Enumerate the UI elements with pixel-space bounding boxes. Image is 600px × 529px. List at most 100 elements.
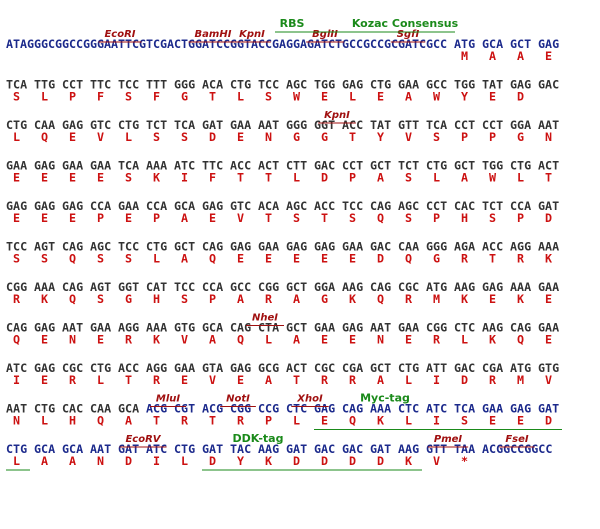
- amino-acid: T: [209, 90, 216, 104]
- codon: GGT: [314, 118, 335, 132]
- amino-acid: E: [97, 171, 104, 185]
- amino-acid: V: [405, 130, 412, 144]
- amino-acid: A: [377, 171, 384, 185]
- codon: GAA: [398, 321, 419, 335]
- amino-acid: E: [405, 333, 412, 347]
- codon: AAT: [6, 402, 27, 416]
- codon: CGA: [342, 361, 363, 375]
- codon: CCT: [482, 118, 503, 132]
- codon: GCT: [286, 321, 307, 335]
- codon: GAA: [538, 280, 559, 294]
- codon: GGA: [314, 280, 335, 294]
- codon: GAA: [398, 78, 419, 92]
- amino-acid: T: [489, 252, 496, 266]
- codon: CAC: [454, 199, 475, 213]
- codon: GAA: [90, 321, 111, 335]
- codon: ACG: [146, 402, 167, 416]
- amino-acid: D: [377, 454, 384, 468]
- codon: CCA: [90, 199, 111, 213]
- codon: GAA: [90, 159, 111, 173]
- codon: TGG: [482, 159, 503, 173]
- amino-acid: E: [489, 90, 496, 104]
- amino-acid: D: [209, 454, 216, 468]
- amino-acid: E: [69, 211, 76, 225]
- amino-acid: I: [153, 454, 160, 468]
- amino-acid: S: [41, 252, 48, 266]
- amino-acid: E: [321, 333, 328, 347]
- amino-acid: S: [433, 130, 440, 144]
- amino-acid: S: [265, 90, 272, 104]
- amino-acid: R: [321, 373, 329, 387]
- amino-acid: T: [153, 414, 160, 428]
- amino-acid: R: [461, 252, 469, 266]
- codon: ACC: [314, 199, 335, 213]
- amino-acid: D: [377, 252, 384, 266]
- amino-acid: S: [97, 252, 104, 266]
- codon: TCA: [174, 118, 195, 132]
- amino-acid: V: [209, 373, 216, 387]
- codon: ACC: [230, 159, 251, 173]
- amino-acid: E: [41, 211, 48, 225]
- codon: ACT: [286, 361, 307, 375]
- codon: CAG: [6, 321, 27, 335]
- codon: AAT: [90, 442, 111, 456]
- codon: AGG: [118, 321, 139, 335]
- amino-acid: K: [405, 454, 412, 468]
- amino-acid: E: [13, 171, 20, 185]
- codon: CTG: [510, 159, 531, 173]
- codon: AAG: [258, 442, 279, 456]
- amino-acid: D: [545, 211, 552, 225]
- amino-acid: W: [433, 90, 441, 104]
- codon: AAT: [370, 321, 391, 335]
- codon: GAG: [230, 240, 251, 254]
- amino-acid: W: [489, 171, 497, 185]
- codon: TCA: [426, 118, 447, 132]
- codon: CAC: [62, 402, 83, 416]
- amino-acid: L: [349, 90, 356, 104]
- codon: AGA: [454, 240, 475, 254]
- amino-acid: Q: [377, 292, 384, 306]
- codon: GAC: [538, 78, 559, 92]
- amino-acid: K: [489, 333, 496, 347]
- amino-acid: L: [405, 414, 412, 428]
- restriction-site: EcoRI: [104, 29, 135, 40]
- codon: TCA: [6, 78, 27, 92]
- codon: TCA: [118, 159, 139, 173]
- codon: GTG: [538, 361, 559, 375]
- codon: GCA: [62, 442, 83, 456]
- restriction-site: EcoRV: [125, 434, 161, 445]
- amino-acid: Q: [209, 252, 216, 266]
- amino-acid: S: [181, 130, 188, 144]
- codon: ATG: [426, 280, 447, 294]
- codon: TAC: [230, 442, 251, 456]
- amino-acid: R: [125, 333, 133, 347]
- amino-acid: F: [153, 90, 160, 104]
- codon: AAA: [146, 159, 167, 173]
- amino-acid: E: [69, 171, 76, 185]
- codon: TCC: [342, 199, 363, 213]
- amino-acid: L: [461, 333, 468, 347]
- amino-acid: E: [321, 252, 328, 266]
- amino-acid: E: [321, 414, 328, 428]
- amino-acid: E: [293, 252, 300, 266]
- codon: CCT: [454, 118, 475, 132]
- codon: CCA: [202, 280, 223, 294]
- sequence-prefix: ATAGGGCGGCCGGGAATTCGTCGACTGGATCCGGTACCGA…: [6, 37, 447, 51]
- codon: ATG: [454, 37, 475, 51]
- amino-acid: P: [69, 90, 76, 104]
- amino-acid: E: [237, 252, 244, 266]
- codon: GCA: [202, 321, 223, 335]
- codon: ACT: [538, 159, 559, 173]
- codon: GAA: [6, 159, 27, 173]
- feature-label: Kozac Consensus: [352, 17, 459, 30]
- codon: TTT: [146, 78, 167, 92]
- codon: GTC: [90, 118, 111, 132]
- amino-acid: R: [405, 292, 413, 306]
- amino-acid: R: [517, 252, 525, 266]
- codon: GCA: [482, 37, 503, 51]
- codon: CGC: [62, 361, 83, 375]
- amino-acid: R: [433, 333, 441, 347]
- amino-acid: Q: [13, 333, 20, 347]
- codon: CCA: [510, 199, 531, 213]
- amino-acid: Y: [237, 454, 244, 468]
